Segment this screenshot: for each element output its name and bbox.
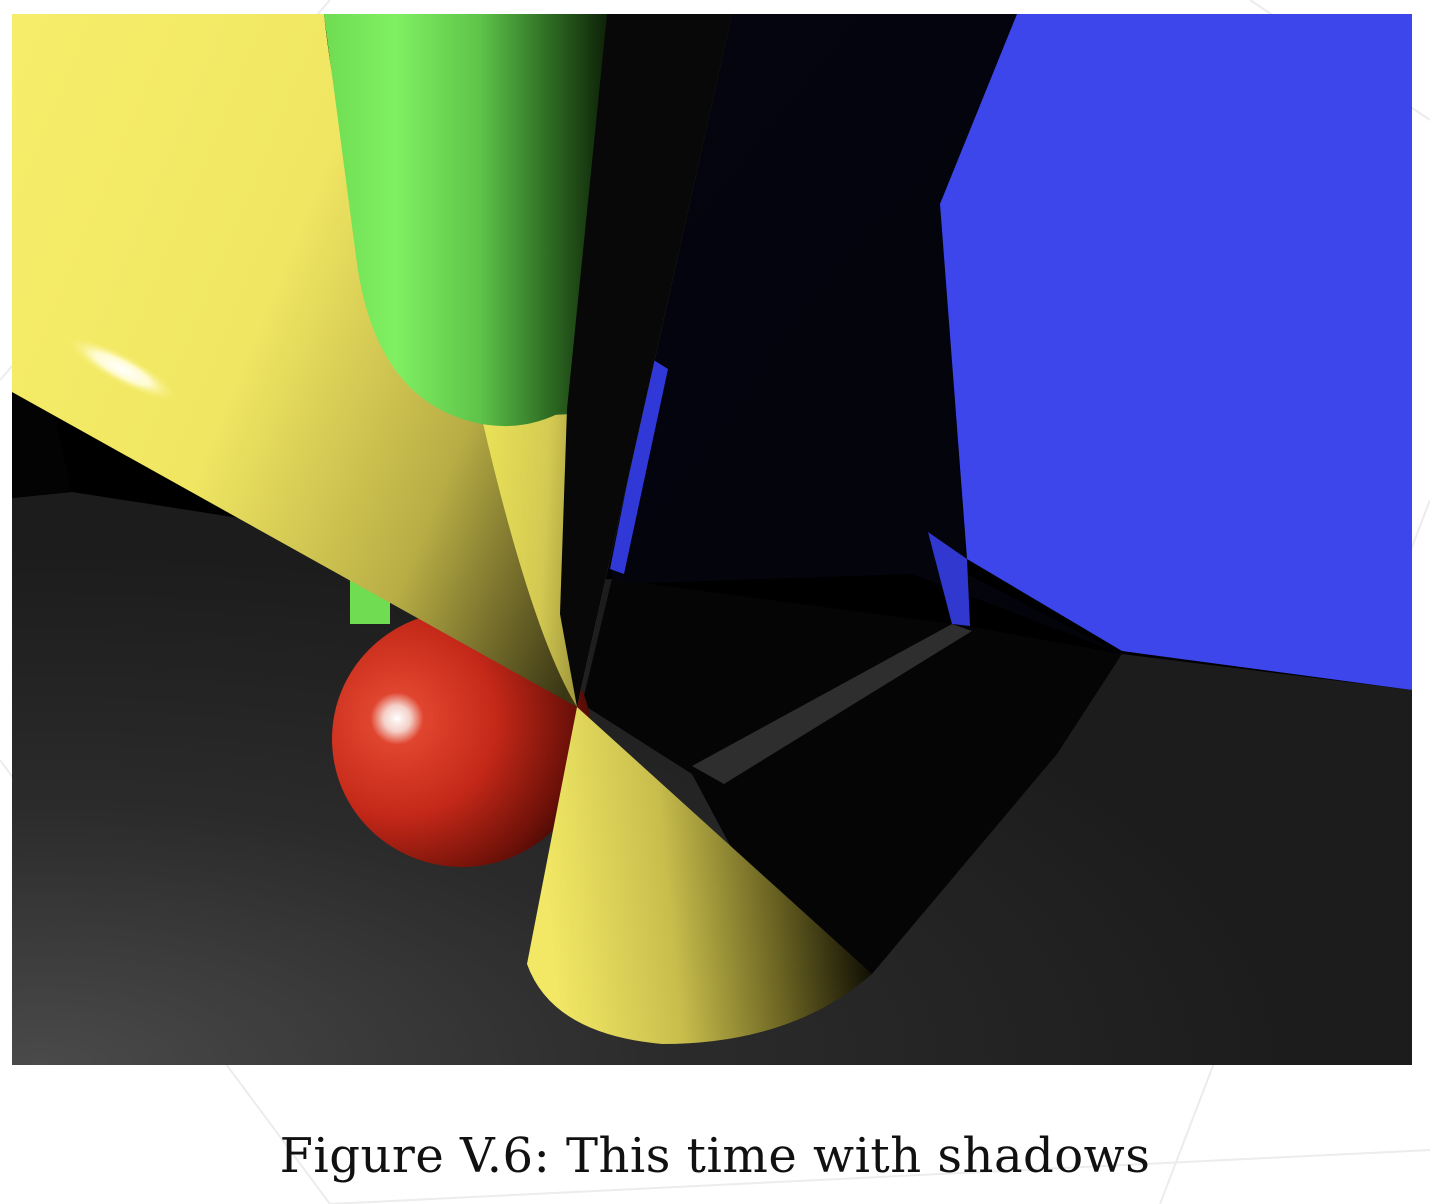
green-cylinder-front xyxy=(324,14,607,427)
floor-shadow xyxy=(582,579,1122,999)
blue-sliver-right xyxy=(928,532,970,626)
blue-sliver-left xyxy=(610,359,668,574)
blue-plane xyxy=(940,14,1412,690)
figure-caption: Figure V.6: This time with shadows xyxy=(279,1128,1151,1184)
cone-specular-highlight xyxy=(66,337,178,401)
floor-shadow-strip xyxy=(692,624,972,784)
yellow-cone-lower xyxy=(527,707,872,1044)
left-shadow-gap xyxy=(12,384,72,498)
shadowed-wall xyxy=(612,14,1122,654)
ray-traced-render xyxy=(12,14,1412,1065)
figure-image xyxy=(12,14,1412,1065)
dark-edge-band xyxy=(560,14,732,707)
